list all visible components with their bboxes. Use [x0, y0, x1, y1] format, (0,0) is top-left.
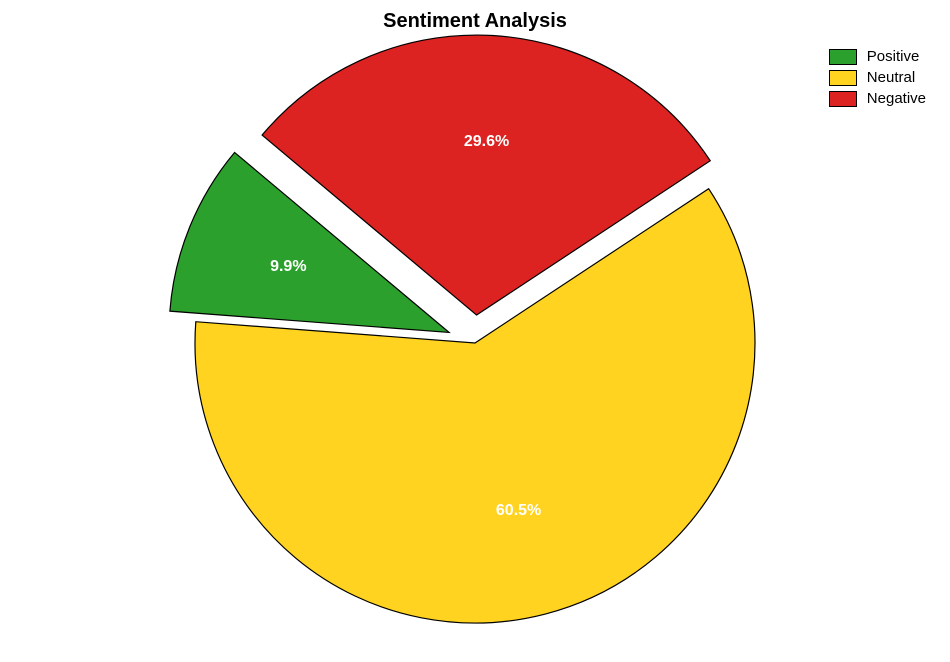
legend-swatch-positive: [829, 49, 857, 65]
legend-item-negative: Negative: [829, 90, 926, 107]
legend-label-neutral: Neutral: [867, 69, 915, 86]
pie-chart: [0, 0, 950, 662]
slice-label-positive: 9.9%: [270, 258, 306, 276]
legend-swatch-neutral: [829, 70, 857, 86]
slice-label-negative: 29.6%: [464, 133, 509, 151]
slice-label-neutral: 60.5%: [496, 502, 541, 520]
legend-item-positive: Positive: [829, 48, 926, 65]
legend-swatch-negative: [829, 91, 857, 107]
legend-label-negative: Negative: [867, 90, 926, 107]
legend-label-positive: Positive: [867, 48, 920, 65]
legend-item-neutral: Neutral: [829, 69, 926, 86]
legend: Positive Neutral Negative: [829, 48, 926, 111]
